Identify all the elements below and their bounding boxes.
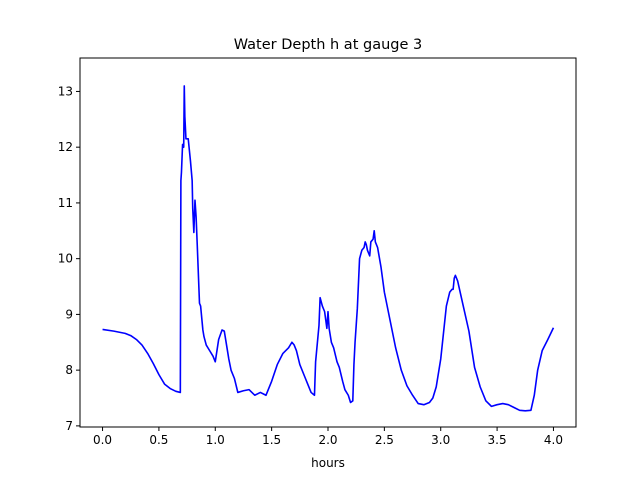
plot-frame <box>79 57 577 428</box>
y-tick-label: 9 <box>65 307 73 321</box>
y-tick-label: 7 <box>65 419 73 433</box>
x-tick-label: 1.0 <box>206 433 225 447</box>
y-axis: 7 8 9 10 11 12 13 <box>58 84 80 433</box>
x-tick-label: 2.5 <box>375 433 394 447</box>
y-tick-label: 13 <box>58 84 73 98</box>
x-tick-label: 3.0 <box>431 433 450 447</box>
series-line <box>102 85 555 412</box>
x-axis: 0.0 0.5 1.0 1.5 2.0 2.5 3.0 3.5 4.0 <box>93 427 563 447</box>
x-tick-label: 0.5 <box>149 433 168 447</box>
y-tick-label: 10 <box>58 252 73 266</box>
x-tick-label: 0.0 <box>93 433 112 447</box>
plot-area <box>102 85 555 412</box>
x-tick-label: 2.0 <box>318 433 337 447</box>
x-tick-label: 1.5 <box>262 433 281 447</box>
x-tick-label: 3.5 <box>488 433 507 447</box>
y-tick-label: 8 <box>65 363 73 377</box>
y-tick-label: 11 <box>58 196 73 210</box>
y-tick-label: 12 <box>58 140 73 154</box>
x-axis-label: hours <box>311 456 345 470</box>
x-tick-label: 4.0 <box>544 433 563 447</box>
chart-title: Water Depth h at gauge 3 <box>234 37 422 53</box>
